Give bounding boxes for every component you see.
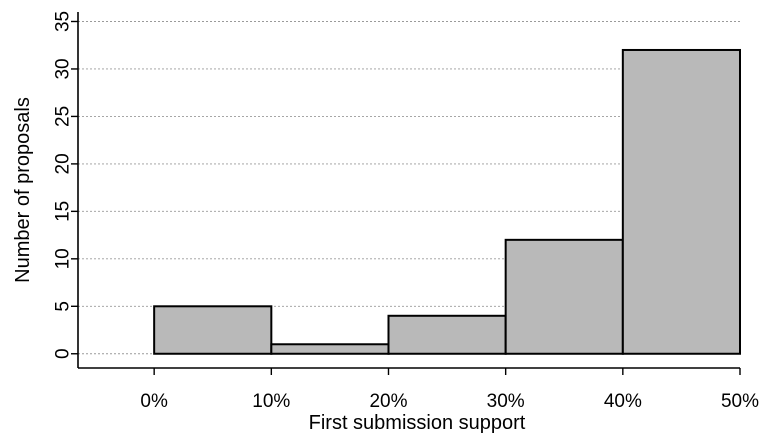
axes — [77, 12, 740, 369]
x-tick-label-5: 50% — [721, 391, 759, 412]
y-tick-label-20: 20 — [53, 153, 74, 174]
x-tick-label-2: 20% — [369, 391, 407, 412]
y-axis-title: Number of proposals — [12, 97, 34, 283]
bar-20%-30% — [387, 314, 507, 355]
y-tick-label-30: 30 — [53, 58, 74, 79]
bar-0%-10% — [153, 305, 273, 355]
y-tick-label-15: 15 — [53, 201, 74, 222]
bar-30%-40% — [504, 238, 624, 355]
x-tick-label-1: 10% — [252, 391, 290, 412]
y-tick-label-25: 25 — [53, 106, 74, 127]
y-tick-label-10: 10 — [53, 248, 74, 269]
y-tick-label-0: 0 — [53, 348, 74, 359]
y-tick-label-5: 5 — [53, 301, 74, 312]
y-ticks: 0 5 10 15 20 25 30 35 — [53, 11, 78, 359]
x-ticks: 0% 10% 20% 30% 40% 50% — [140, 368, 759, 412]
x-tick-label-0: 0% — [140, 391, 168, 412]
x-tick-label-3: 30% — [487, 391, 525, 412]
bar-10%-20% — [270, 343, 390, 355]
y-tick-label-35: 35 — [53, 11, 74, 32]
bars — [153, 48, 741, 355]
x-tick-label-4: 40% — [604, 391, 642, 412]
x-axis-title: First submission support — [309, 412, 526, 434]
bar-40%-50% — [621, 48, 741, 355]
